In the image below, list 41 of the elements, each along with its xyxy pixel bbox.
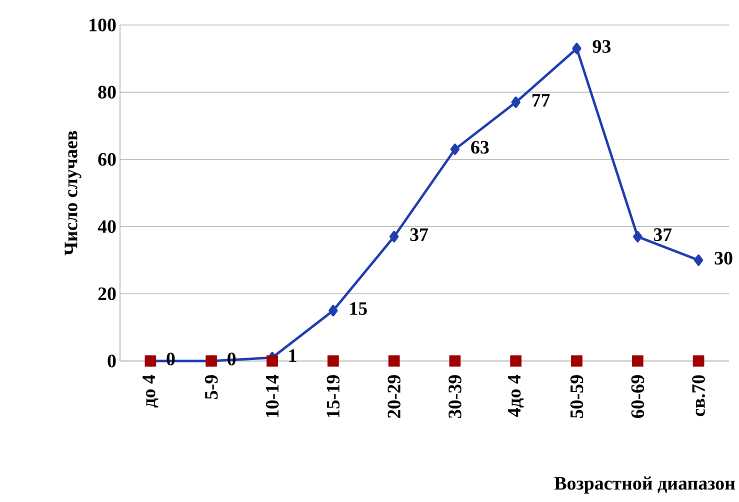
point — [389, 230, 399, 242]
point — [388, 355, 400, 367]
x-tick-label: 50-59 — [570, 375, 584, 418]
x-tick-label: 15-19 — [326, 375, 340, 418]
data-label: 37 — [410, 228, 428, 242]
point — [572, 42, 582, 54]
point — [328, 304, 338, 316]
x-tick-label: до 4 — [142, 374, 158, 408]
point — [511, 96, 520, 108]
y-tick-label: 0 — [108, 354, 116, 368]
data-label: 1 — [289, 349, 296, 362]
data-label: 15 — [350, 302, 367, 315]
point — [694, 254, 704, 266]
y-axis-title: Число случаев — [64, 130, 82, 256]
y-tick-label: 20 — [98, 287, 116, 300]
data-label: 37 — [654, 228, 672, 242]
data-label: 93 — [592, 40, 611, 53]
data-label: 30 — [714, 252, 732, 265]
x-tick-label: 5-9 — [205, 375, 218, 399]
y-tick-label: 100 — [90, 18, 116, 32]
point — [327, 355, 339, 367]
y-tick-label: 40 — [98, 220, 116, 233]
point — [632, 355, 644, 367]
x-tick-label: св.70 — [692, 375, 705, 416]
y-tick-label: 60 — [98, 153, 116, 166]
x-tick-label: 30-39 — [448, 375, 462, 418]
point — [449, 355, 461, 367]
point — [571, 355, 582, 367]
x-tick-label: 20-29 — [388, 375, 400, 418]
data-label: 63 — [471, 140, 489, 154]
x-tick-label: 10-14 — [266, 374, 279, 418]
x-tick-label: 4до 4 — [508, 374, 524, 417]
x-axis-title: Возрастной диапазон — [554, 476, 735, 494]
point — [450, 144, 460, 156]
point — [633, 230, 642, 242]
point — [510, 355, 522, 367]
x-tick-label: 60-69 — [631, 375, 644, 418]
data-label: 77 — [532, 94, 550, 106]
point — [692, 355, 704, 367]
point — [266, 355, 278, 367]
y-tick-label: 80 — [98, 86, 116, 99]
